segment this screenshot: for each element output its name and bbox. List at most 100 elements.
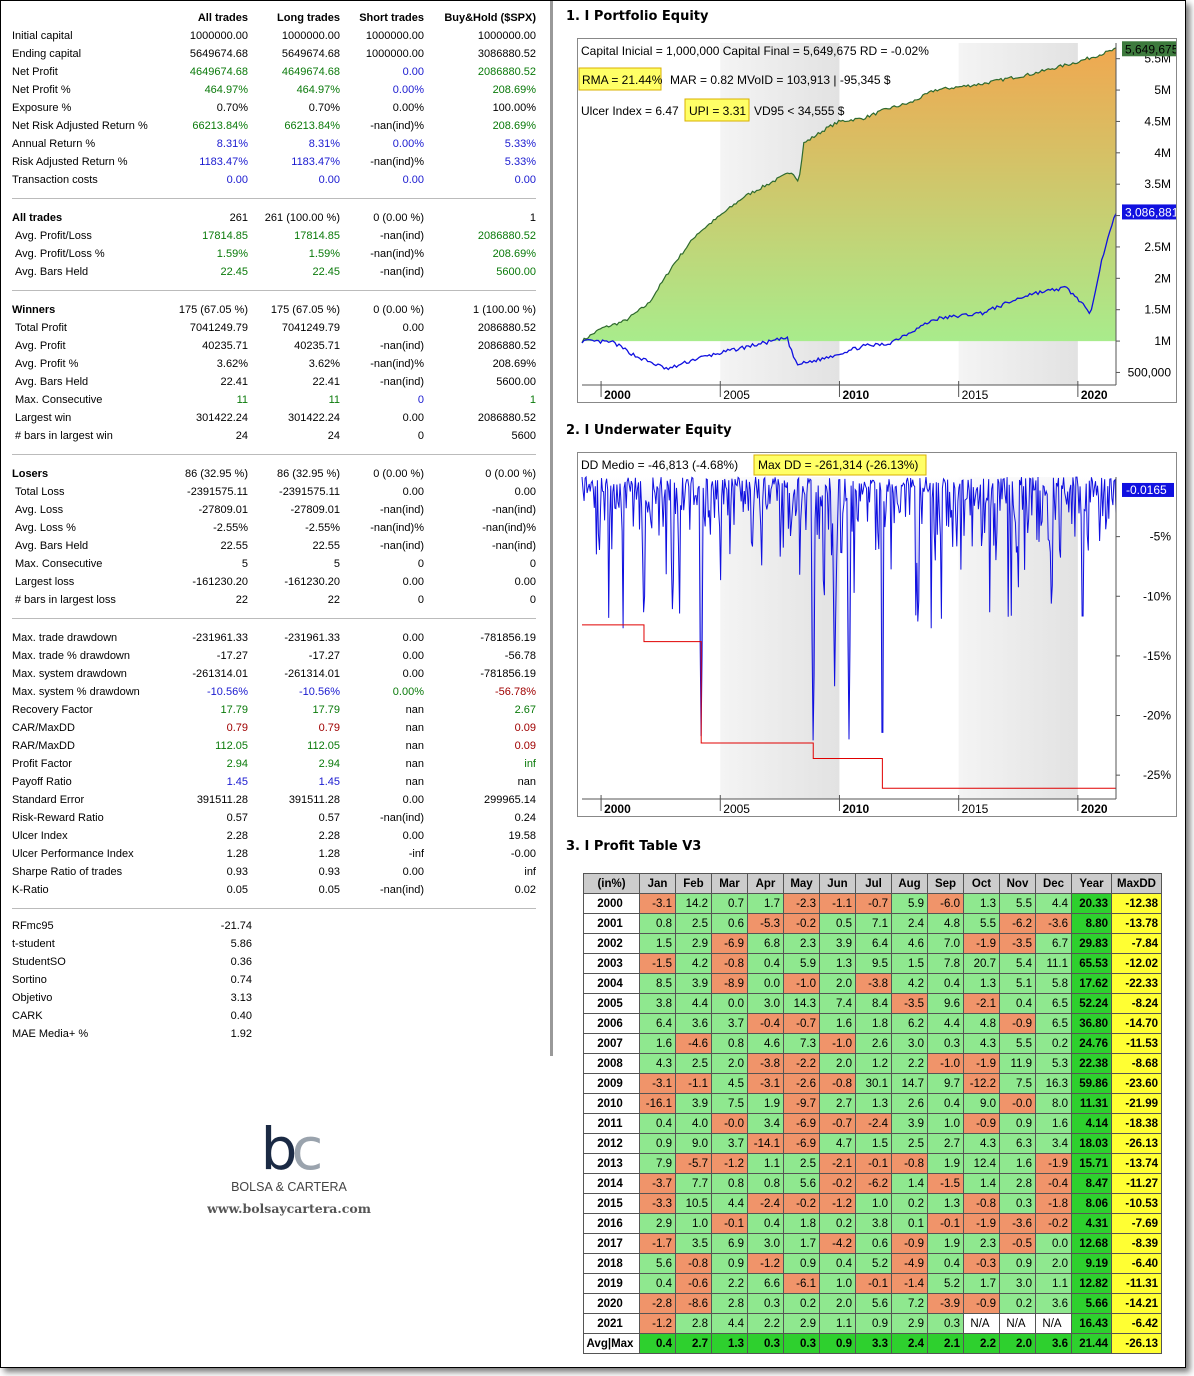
profit-header-cell: Apr xyxy=(747,873,784,894)
stat-value: 1183.47% xyxy=(199,156,248,168)
profit-cell: 59.86 xyxy=(1071,1073,1112,1094)
y-tick-label: 3.5M xyxy=(1144,177,1171,191)
profit-cell: -0.9 xyxy=(999,1013,1036,1034)
stat-value: 19.58 xyxy=(508,830,536,842)
stat-label: Avg. Bars Held xyxy=(15,266,89,278)
profit-cell: 5.6 xyxy=(639,1253,676,1274)
profit-cell: 1.1 xyxy=(1035,1273,1072,1294)
stat-value: 0.00 xyxy=(402,794,424,806)
stat-label: Initial capital xyxy=(12,30,73,42)
stats-row: Avg. Bars Held 22.55 22.55 -nan(ind) -nan(in… xyxy=(12,537,536,555)
stat-value: 1000000.00 xyxy=(281,30,340,42)
profit-row: 2011 0.4 4.0 -0.0 3.4 -6.9 -0.7 -2.4 3.9 1.0 -0.9 0… xyxy=(583,1113,1162,1134)
stat-value: 0.05 xyxy=(318,884,340,896)
stat-label: Avg. Profit % xyxy=(15,358,79,370)
profit-cell: 1.9 xyxy=(927,1233,964,1254)
stat-label: Sortino xyxy=(12,974,47,986)
profit-cell: -2.8 xyxy=(639,1293,676,1314)
stat-value: -nan(ind) xyxy=(379,884,424,896)
stat-label: Max. trade % drawdown xyxy=(12,650,130,662)
y-tick-label: 1.5M xyxy=(1144,303,1171,317)
profit-cell: 1.5 xyxy=(855,1133,892,1154)
profit-cell: -1.5 xyxy=(639,953,676,974)
stat-value: 0.00 xyxy=(514,174,536,186)
stats-row: Ulcer Performance Index 1.28 1.28 -inf -0.00 xyxy=(12,845,536,863)
profit-cell: -6.0 xyxy=(927,893,964,914)
stat-value: -nan(ind) xyxy=(491,504,536,516)
stat-value: -2391575.11 xyxy=(279,486,340,498)
profit-cell: 0.4 xyxy=(639,1273,676,1294)
profit-cell: 6.6 xyxy=(747,1273,784,1294)
stats-row: Max. Consecutive 11 11 0 1 xyxy=(12,391,536,409)
rma-label: RMA = 21.44% xyxy=(582,73,663,87)
stat-value: 301422.24 xyxy=(288,412,340,424)
x-tick-label: 2010 xyxy=(842,802,869,816)
avg-cell: 2.4 xyxy=(891,1333,928,1354)
profit-cell: -0.9 xyxy=(891,1233,928,1254)
stat-value: -nan(ind) xyxy=(379,812,424,824)
profit-cell: 14.3 xyxy=(783,993,820,1014)
stat-value: 0.00 xyxy=(402,668,424,680)
stat-value: 1.45 xyxy=(226,776,248,788)
profit-cell: 36.80 xyxy=(1071,1013,1112,1034)
profit-cell: -3.1 xyxy=(747,1073,784,1094)
stat-value: 3.13 xyxy=(230,992,252,1004)
stat-value: 24 xyxy=(235,430,248,442)
stat-value: 112.05 xyxy=(307,740,340,752)
divider xyxy=(12,454,536,455)
stat-value: 11 xyxy=(236,394,248,406)
stats-row: Winners 175 (67.05 %) 175 (67.05 %) 0 (0.00… xyxy=(12,301,536,319)
profit-cell: 7.4 xyxy=(819,993,856,1014)
profit-cell: 2.8 xyxy=(999,1173,1036,1194)
profit-cell: 1.1 xyxy=(747,1153,784,1174)
year-cell: 2017 xyxy=(583,1233,640,1254)
divider xyxy=(12,198,536,199)
profit-cell: -0.7 xyxy=(783,1013,820,1034)
stat-value: 112.05 xyxy=(215,740,248,752)
profit-cell: -2.6 xyxy=(783,1073,820,1094)
profit-cell: 1.0 xyxy=(855,1193,892,1214)
profit-cell: -3.5 xyxy=(999,933,1036,954)
header-cell: All trades xyxy=(197,12,248,24)
profit-cell: 3.8 xyxy=(639,993,676,1014)
profit-cell: 3.0 xyxy=(891,1033,928,1054)
stat-label: t-student xyxy=(12,938,55,950)
stat-label: Max. trade drawdown xyxy=(12,632,118,644)
stat-value: 5 xyxy=(241,558,248,570)
header-cell: Short trades xyxy=(359,12,424,24)
profit-cell: -0.8 xyxy=(891,1153,928,1174)
stat-value: 208.69% xyxy=(492,120,536,132)
profit-cell: 16.3 xyxy=(1035,1073,1072,1094)
stat-value: 0.00 xyxy=(402,66,424,78)
profit-cell: 0.4 xyxy=(927,973,964,994)
stats-row: Avg. Loss % -2.55% -2.55% -nan(ind)% -nan(in… xyxy=(12,519,536,537)
stats-row: Avg. Bars Held 22.45 22.45 -nan(ind) 5600.00 xyxy=(12,263,536,281)
profit-cell: 3.0 xyxy=(747,993,784,1014)
profit-cell: 3.9 xyxy=(675,973,712,994)
stat-value: 0.00 xyxy=(402,866,424,878)
equity-title: 1. I Portfolio Equity xyxy=(566,9,709,24)
stat-value: -nan(ind)% xyxy=(370,156,424,168)
stat-value: -nan(ind) xyxy=(379,266,424,278)
profit-cell: 2.0 xyxy=(819,973,856,994)
profit-row: 2010 -16.1 3.9 7.5 1.9 -9.7 2.7 1.3 2.6 0.4 9.0 -0.… xyxy=(583,1093,1162,1114)
profit-cell: 5.1 xyxy=(999,973,1036,994)
stat-value: 1183.47% xyxy=(291,156,340,168)
x-tick-label: 2000 xyxy=(604,388,631,402)
equity-svg: 5.5M5M4.5M4M3.5M3M2.5M2M1.5M1M500,000200… xyxy=(578,41,1179,402)
stat-value: 22.45 xyxy=(312,266,340,278)
profit-cell: 12.4 xyxy=(963,1153,1000,1174)
x-tick-label: 2010 xyxy=(842,388,869,402)
profit-cell: 5.5 xyxy=(963,913,1000,934)
stat-value: -nan(ind) xyxy=(379,340,424,352)
profit-row: 2004 8.5 3.9 -8.9 0.0 -1.0 2.0 -3.8 4.2 0.4 1.3 5.1… xyxy=(583,973,1162,994)
profit-cell: -4.2 xyxy=(819,1233,856,1254)
profit-cell: 0.4 xyxy=(819,1253,856,1274)
profit-cell: 2.5 xyxy=(675,1053,712,1074)
profit-cell: 2.9 xyxy=(783,1313,820,1334)
profit-cell: 1.3 xyxy=(819,953,856,974)
profit-cell: 11.31 xyxy=(1071,1093,1112,1114)
stat-value: 175 (67.05 %) xyxy=(178,304,248,316)
stat-value: -231961.33 xyxy=(192,632,248,644)
profit-cell: 9.0 xyxy=(675,1133,712,1154)
